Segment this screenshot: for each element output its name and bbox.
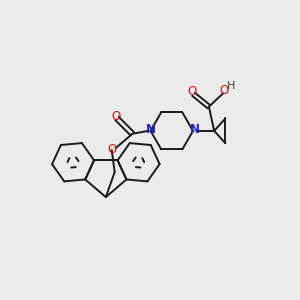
Text: N: N: [146, 123, 156, 136]
Text: O: O: [188, 85, 197, 98]
Text: O: O: [111, 110, 120, 123]
Text: H: H: [227, 80, 236, 91]
Text: O: O: [219, 84, 228, 97]
Text: N: N: [190, 123, 200, 136]
Text: O: O: [107, 143, 116, 157]
